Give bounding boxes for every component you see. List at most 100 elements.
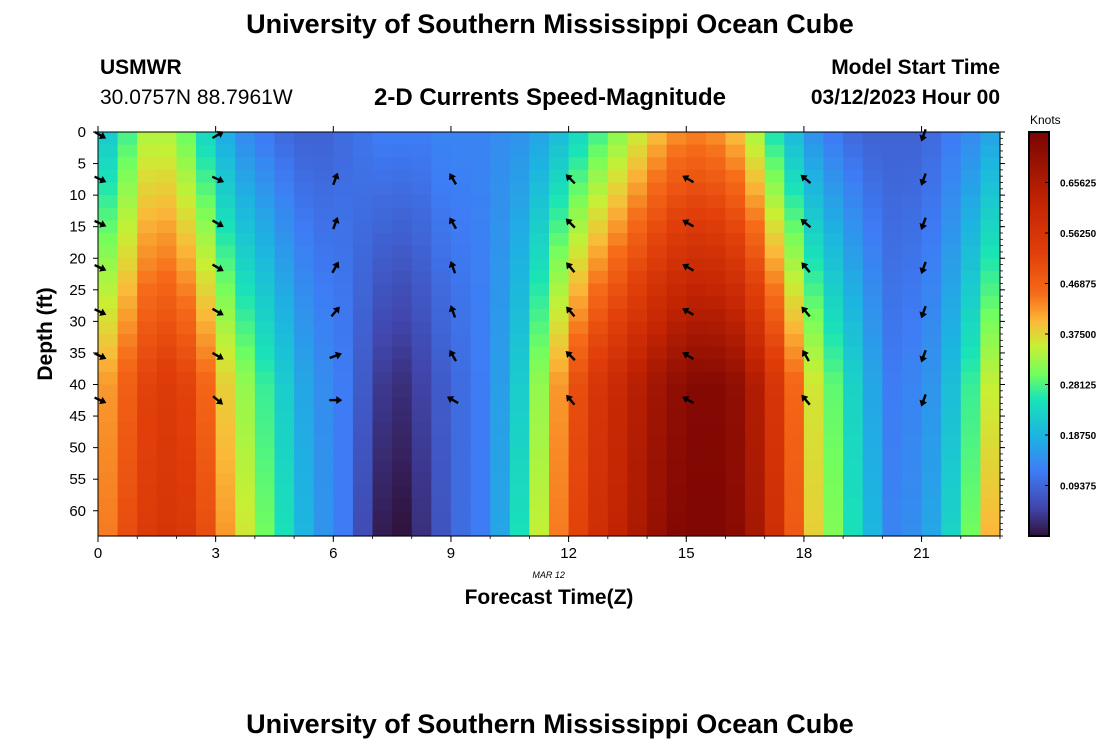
heatmap-cell — [529, 346, 550, 360]
heatmap-cell — [490, 283, 511, 297]
heatmap-cell — [176, 359, 197, 373]
heatmap-cell — [254, 207, 276, 221]
heatmap-cell — [568, 182, 589, 196]
heatmap-cell — [705, 346, 727, 360]
heatmap-cell — [333, 283, 354, 297]
y-tick-label: 10 — [69, 187, 86, 204]
heatmap-cell — [745, 169, 766, 184]
heatmap-cell — [627, 397, 648, 411]
heatmap-cell — [274, 510, 295, 524]
heatmap-cell — [882, 258, 903, 272]
colorbar-tick-label: 0.37500 — [1060, 330, 1097, 341]
heatmap-cell — [764, 359, 785, 373]
heatmap-cell — [705, 460, 727, 474]
heatmap-cell — [549, 207, 570, 221]
heatmap-cell — [254, 359, 276, 373]
heatmap-cell — [627, 422, 648, 436]
heatmap-cell — [980, 447, 1001, 461]
heatmap-cell — [254, 245, 276, 259]
heatmap-cell — [313, 472, 334, 487]
heatmap-cell — [784, 207, 805, 221]
heatmap-cell — [372, 334, 393, 348]
heatmap-cell — [666, 472, 687, 487]
heatmap-cell — [666, 523, 687, 537]
heatmap-cell — [647, 144, 668, 158]
heatmap-cell — [980, 359, 1001, 373]
heatmap-cell — [470, 346, 491, 360]
heatmap-cell — [843, 207, 864, 221]
heatmap-cell — [921, 371, 942, 386]
heatmap-cell — [862, 447, 883, 461]
heatmap-cell — [666, 182, 687, 196]
heatmap-cell — [960, 472, 981, 487]
heatmap-cell — [529, 334, 550, 348]
heatmap-cell — [803, 498, 825, 512]
heatmap-cell — [823, 523, 844, 537]
heatmap-cell — [647, 397, 668, 411]
heatmap-cell — [549, 409, 570, 423]
heatmap-cell — [509, 384, 530, 398]
heatmap-cell — [588, 308, 609, 322]
heatmap-cell — [431, 245, 452, 259]
heatmap-cell — [254, 485, 276, 499]
heatmap-cell — [666, 157, 687, 171]
heatmap-cell — [137, 472, 158, 487]
heatmap-cell — [921, 132, 942, 146]
heatmap-cell — [392, 270, 413, 285]
heatmap-cell — [901, 169, 923, 184]
heatmap-cell — [352, 510, 374, 524]
heatmap-cell — [823, 283, 844, 297]
heatmap-cell — [745, 321, 766, 335]
heatmap-cell — [392, 359, 413, 373]
heatmap-cell — [254, 233, 276, 247]
heatmap-cell — [960, 422, 981, 436]
heatmap-cell — [117, 132, 138, 146]
heatmap-cell — [568, 233, 589, 247]
heatmap-cell — [882, 498, 903, 512]
heatmap-cell — [921, 296, 942, 310]
heatmap-cell — [980, 371, 1001, 386]
heatmap-cell — [764, 283, 785, 297]
heatmap-cell — [607, 169, 629, 184]
heatmap-cell — [137, 371, 158, 386]
current-arrow — [211, 131, 224, 140]
heatmap-cell — [823, 258, 844, 272]
heatmap-cell — [627, 510, 648, 524]
x-axis-label: Forecast Time(Z) — [465, 586, 634, 609]
heatmap-cell — [196, 485, 217, 499]
heatmap-cell — [176, 498, 197, 512]
heatmap-cell — [960, 245, 981, 259]
heatmap-cell — [235, 397, 256, 411]
heatmap-cell — [254, 283, 276, 297]
heatmap-cell — [705, 384, 727, 398]
heatmap-cell — [745, 435, 766, 449]
heatmap-cell — [843, 371, 864, 386]
heatmap-cell — [823, 182, 844, 196]
heatmap-cell — [725, 346, 746, 360]
heatmap-cell — [725, 132, 746, 146]
heatmap-cell — [725, 144, 746, 158]
heatmap-cell — [882, 308, 903, 322]
heatmap-cell — [647, 485, 668, 499]
heatmap-cell — [882, 384, 903, 398]
heatmap-cell — [588, 169, 609, 184]
heatmap-cell — [313, 334, 334, 348]
heatmap-cell — [862, 384, 883, 398]
heatmap-cell — [509, 220, 530, 234]
heatmap-cell — [274, 296, 295, 310]
heatmap-cell — [960, 384, 981, 398]
y-tick-label: 25 — [69, 282, 86, 299]
heatmap-cell — [862, 169, 883, 184]
heatmap-cell — [235, 283, 256, 297]
heatmap-cell — [333, 220, 354, 234]
heatmap-cell — [588, 245, 609, 259]
heatmap-cell — [529, 245, 550, 259]
heatmap-cell — [509, 485, 530, 499]
heatmap-cell — [235, 472, 256, 487]
heatmap-cell — [509, 422, 530, 436]
heatmap-cell — [901, 384, 923, 398]
heatmap-cell — [274, 485, 295, 499]
heatmap-cell — [960, 283, 981, 297]
heatmap-cell — [803, 321, 825, 335]
heatmap-cell — [254, 498, 276, 512]
